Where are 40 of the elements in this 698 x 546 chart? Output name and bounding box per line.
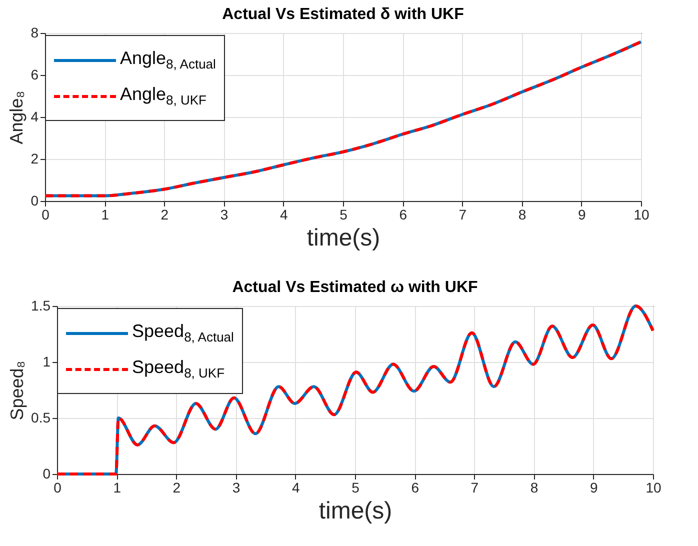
x-tick-label: 9 [590, 480, 598, 496]
x-tick-label: 1 [113, 480, 122, 496]
y-tick-label: 4 [30, 108, 39, 124]
y-axis-title: Angle₈ [6, 90, 27, 144]
legend-label: Angle$_{8, UKF}$ [120, 84, 207, 108]
x-tick-label: 8 [530, 480, 538, 496]
x-tick-label: 4 [292, 480, 300, 496]
x-tick-label: 7 [470, 480, 479, 496]
y-tick-label: 2 [30, 150, 39, 166]
y-tick-label: 0.5 [31, 410, 51, 426]
x-tick-label: 7 [458, 206, 467, 222]
x-tick-label: 5 [340, 206, 348, 222]
x-tick-label: 0 [54, 480, 62, 496]
y-tick-label: 8 [30, 24, 39, 40]
y-tick-label: 0 [42, 466, 51, 482]
x-axis-title: time(s) [318, 498, 392, 524]
x-tick-label: 2 [160, 206, 169, 222]
x-tick-label: 10 [646, 480, 662, 496]
x-tick-label: 6 [411, 480, 420, 496]
x-tick-label: 5 [352, 480, 360, 496]
chart-title: Actual Vs Estimated ω with UKF [232, 279, 478, 296]
x-tick-label: 3 [232, 480, 240, 496]
chart-title: Actual Vs Estimated δ with UKF [222, 6, 464, 23]
y-axis-title: Speed₈ [7, 360, 28, 420]
x-axis-title: time(s) [306, 224, 380, 252]
x-tick-label: 2 [172, 480, 181, 496]
legend-label: Angle$_{8, Actual}$ [120, 48, 216, 72]
x-tick-label: 8 [518, 206, 526, 222]
x-tick-label: 9 [578, 206, 586, 222]
y-tick-label: 0 [30, 192, 39, 208]
x-tick-label: 3 [220, 206, 228, 222]
x-tick-label: 10 [634, 206, 650, 222]
y-tick-label: 1.5 [31, 298, 51, 314]
y-tick-label: 1 [42, 354, 51, 370]
x-tick-label: 6 [399, 206, 408, 222]
x-tick-label: 4 [280, 206, 288, 222]
y-tick-label: 6 [30, 66, 39, 82]
x-tick-label: 1 [101, 206, 110, 222]
legend-label: Speed$_{8, Actual}$ [132, 321, 234, 345]
legend-label: Speed$_{8, UKF}$ [132, 357, 225, 381]
